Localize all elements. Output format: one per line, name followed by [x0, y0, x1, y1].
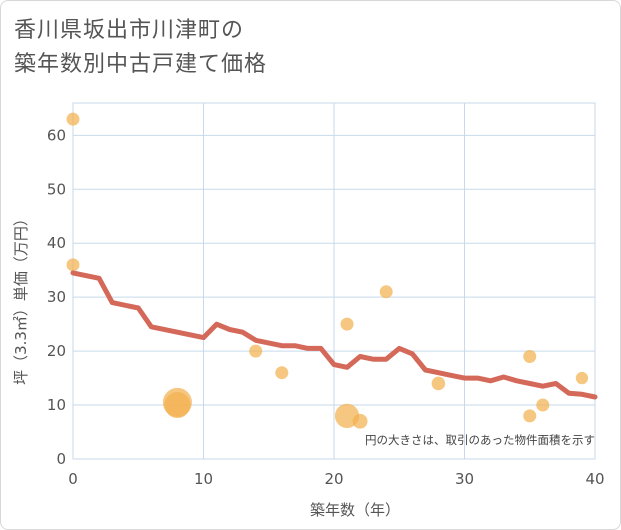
- x-tick-label: 40: [585, 470, 604, 488]
- scatter-point: [536, 398, 550, 412]
- x-axis-label: 築年数（年）: [310, 501, 400, 519]
- chart-title-line-1: 香川県坂出市川津町の: [14, 18, 245, 43]
- scatter-point: [66, 112, 80, 126]
- scatter-point: [275, 366, 289, 380]
- y-tick-label: 10: [47, 396, 66, 414]
- scatter-point: [352, 413, 368, 429]
- y-tick-label: 60: [47, 126, 66, 144]
- bubble-size-note: 円の大きさは、取引のあった物件面積を示す: [365, 433, 595, 447]
- scatter-point: [164, 392, 191, 419]
- scatter-point: [379, 285, 393, 299]
- x-tick-label: 20: [324, 470, 343, 488]
- scatter-point: [523, 409, 537, 423]
- trend-line: [70, 270, 598, 400]
- x-tick-label: 0: [68, 470, 78, 488]
- y-tick-label: 40: [47, 234, 66, 252]
- scatter-series: [66, 112, 589, 429]
- chart-title: 香川県坂出市川津町の 築年数別中古戸建て価格: [14, 14, 267, 82]
- x-tick-label: 10: [194, 470, 213, 488]
- y-tick-label: 20: [47, 342, 66, 360]
- scatter-point: [431, 376, 446, 391]
- scatter-point: [66, 258, 80, 272]
- y-tick-label: 50: [47, 180, 66, 198]
- scatter-point: [340, 317, 354, 331]
- y-axis-label: 坪（3.3㎡）単価（万円）: [12, 211, 30, 385]
- trend-series: [70, 270, 598, 400]
- chart-title-line-2: 築年数別中古戸建て価格: [14, 52, 268, 77]
- scatter-point: [249, 344, 263, 358]
- grid-lines: [72, 102, 596, 460]
- scatter-point: [575, 371, 589, 385]
- x-tick-label: 30: [455, 470, 474, 488]
- axis-ticks: 0 10 20 30 40 0 10 20 30 40 50 60: [47, 126, 605, 488]
- y-tick-label: 0: [56, 450, 66, 468]
- y-tick-label: 30: [47, 288, 66, 306]
- scatter-point: [523, 350, 537, 364]
